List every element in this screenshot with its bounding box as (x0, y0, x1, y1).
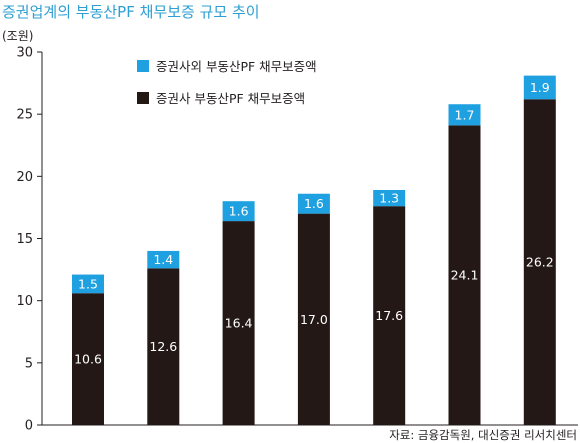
source-note: 자료: 금융감독원, 대신증권 리서치센터 (389, 428, 577, 442)
data-label: 1.5 (78, 276, 98, 291)
data-label: 12.6 (149, 339, 177, 354)
data-label: 1.7 (455, 107, 475, 122)
y-tick-label: 15 (16, 232, 33, 247)
bar-segment-main (222, 221, 255, 425)
bar-segment-main (297, 213, 330, 425)
bar-segment-main (147, 268, 180, 425)
y-axis-ticks: 0 5 10 15 20 25 30 (16, 46, 42, 434)
data-label: 1.9 (530, 80, 550, 95)
data-label: 24.1 (451, 268, 479, 283)
legend-swatch (137, 92, 149, 104)
chart-title: 증권업계의 부동산PF 채무보증 규모 추이 (2, 3, 260, 21)
bar-segment-other (222, 201, 255, 222)
bar-segment-other (147, 250, 180, 269)
y-tick-label: 30 (16, 46, 33, 61)
data-label: 1.4 (153, 252, 173, 267)
data-label: 1.3 (379, 191, 399, 206)
bar-segment-main (523, 99, 556, 425)
y-tick-label: 0 (25, 419, 33, 434)
data-label: 10.6 (74, 352, 102, 367)
bar-segment-main (373, 206, 406, 425)
bar-segment-main (72, 293, 104, 425)
y-tick-label: 5 (25, 356, 33, 371)
bar-segment-other (448, 104, 481, 126)
data-label: 16.4 (225, 316, 253, 331)
data-label: 17.0 (300, 312, 328, 327)
y-tick-label: 20 (16, 170, 33, 185)
legend-swatch (137, 60, 149, 72)
y-tick-label: 10 (16, 294, 33, 309)
bar-segment-other (373, 190, 406, 207)
bar-segment-other (297, 193, 330, 214)
bars: 10.6 1.5 12.6 1.4 16.4 1.6 17.0 1.6 17.6 1.3 24.1 1… (72, 75, 556, 426)
legend-label: 증권사외 부동산PF 채무보증액 (156, 59, 317, 74)
bar-segment-other (523, 75, 556, 100)
bar-segment-other (72, 274, 104, 294)
data-label: 1.6 (229, 204, 249, 219)
y-tick-label: 25 (16, 108, 33, 123)
unit-label: (조원) (2, 29, 33, 43)
data-label: 17.6 (375, 308, 403, 323)
bar-segment-main (448, 125, 481, 426)
data-label: 1.6 (304, 196, 324, 211)
legend-label: 증권사 부동산PF 채무보증액 (156, 91, 305, 106)
data-label: 26.2 (526, 255, 554, 270)
